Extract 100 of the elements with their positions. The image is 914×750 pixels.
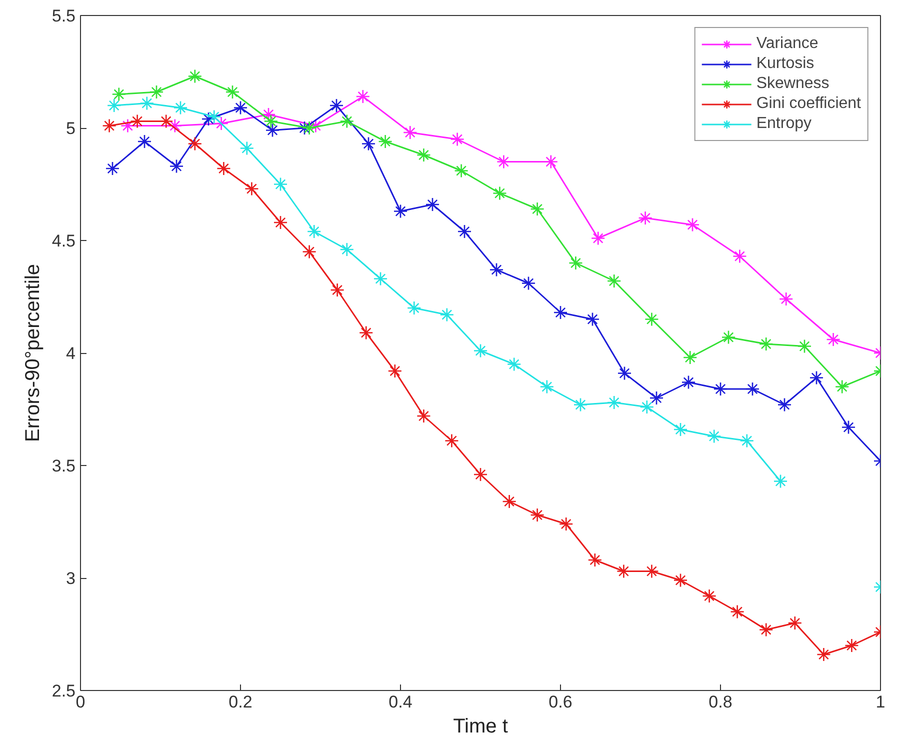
point (540, 380, 554, 394)
point (797, 339, 812, 354)
point (492, 186, 507, 200)
point (393, 204, 408, 218)
point (682, 350, 698, 365)
point (585, 312, 600, 326)
point (216, 161, 231, 176)
point (673, 573, 688, 588)
point (225, 84, 240, 100)
point (681, 375, 696, 390)
point (685, 218, 700, 232)
point (169, 159, 184, 174)
point (406, 300, 422, 316)
point (425, 197, 440, 212)
y-tick-label: 4 (66, 344, 76, 363)
x-axis-title: Time t (453, 716, 508, 738)
point (378, 134, 392, 149)
point (616, 564, 631, 578)
legend-label: Gini coefficient (756, 95, 861, 113)
point (758, 336, 774, 352)
point (454, 164, 468, 178)
point (340, 114, 354, 128)
point (530, 508, 544, 522)
point (416, 408, 431, 424)
point (809, 370, 824, 385)
y-tick-label: 5.5 (52, 6, 76, 26)
point (373, 272, 388, 286)
point (640, 400, 654, 414)
point (706, 429, 722, 444)
point (644, 564, 659, 578)
point (606, 395, 622, 410)
point (544, 154, 558, 169)
legend-label: Entropy (756, 115, 812, 133)
point (841, 420, 856, 434)
y-tick-label: 5 (66, 119, 76, 138)
point (120, 118, 135, 133)
point (302, 244, 316, 259)
point (206, 110, 222, 124)
point (233, 100, 248, 115)
point (388, 364, 402, 378)
point (188, 69, 202, 84)
point (265, 123, 280, 138)
point (450, 132, 464, 146)
point (340, 242, 354, 257)
point (489, 262, 504, 277)
x-tick-label: 0.2 (228, 692, 252, 712)
point (273, 177, 288, 192)
x-tick-label: 0.4 (388, 692, 412, 712)
point (496, 154, 511, 169)
point (264, 114, 278, 128)
point (106, 98, 122, 113)
point (713, 382, 728, 396)
point (356, 89, 370, 104)
point (732, 249, 747, 264)
point (330, 282, 344, 298)
point (137, 134, 152, 149)
point (308, 118, 323, 133)
point (473, 344, 488, 358)
point (329, 98, 344, 113)
point (102, 118, 116, 133)
point (416, 148, 431, 162)
legend-label: Variance (756, 35, 818, 53)
point (188, 136, 202, 151)
point (721, 330, 736, 344)
point (638, 210, 652, 226)
point (530, 202, 544, 216)
point (261, 107, 276, 122)
point (834, 380, 850, 394)
point (244, 182, 259, 196)
x-tick-label: 0.8 (708, 692, 732, 712)
point (644, 312, 659, 326)
point (788, 616, 802, 630)
point (140, 96, 154, 110)
point (149, 84, 164, 100)
point (568, 256, 583, 270)
legend-label: Kurtosis (756, 55, 814, 73)
point (502, 494, 516, 509)
point (173, 100, 188, 115)
point (201, 112, 216, 126)
point (778, 292, 794, 306)
point (440, 308, 454, 322)
point (588, 552, 602, 568)
point (402, 125, 418, 140)
point (773, 474, 788, 488)
y-tick-label: 3 (66, 569, 76, 588)
point (473, 467, 488, 482)
point (457, 224, 472, 239)
y-axis-title: Errors-90°percentile (22, 264, 44, 442)
point (730, 604, 744, 619)
point (521, 276, 536, 290)
point (745, 382, 760, 396)
point (606, 274, 622, 288)
y-tick-label: 2.5 (52, 682, 76, 700)
point (777, 398, 792, 412)
legend-label: Skewness (756, 75, 830, 93)
x-tick-label: 0 (76, 692, 86, 712)
point (844, 638, 859, 653)
point (240, 141, 254, 156)
point (573, 398, 588, 412)
point (758, 622, 774, 637)
